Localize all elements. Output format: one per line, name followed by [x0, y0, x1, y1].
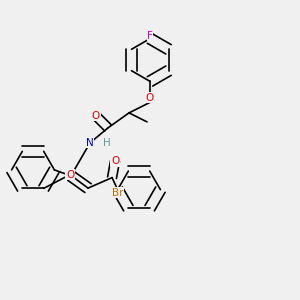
Text: Br: Br: [112, 188, 123, 198]
Text: N: N: [86, 138, 94, 148]
Text: F: F: [147, 31, 153, 40]
Text: O: O: [146, 93, 154, 103]
Text: O: O: [111, 156, 119, 166]
Text: O: O: [92, 111, 100, 121]
Text: O: O: [66, 169, 74, 180]
Text: H: H: [103, 138, 110, 148]
